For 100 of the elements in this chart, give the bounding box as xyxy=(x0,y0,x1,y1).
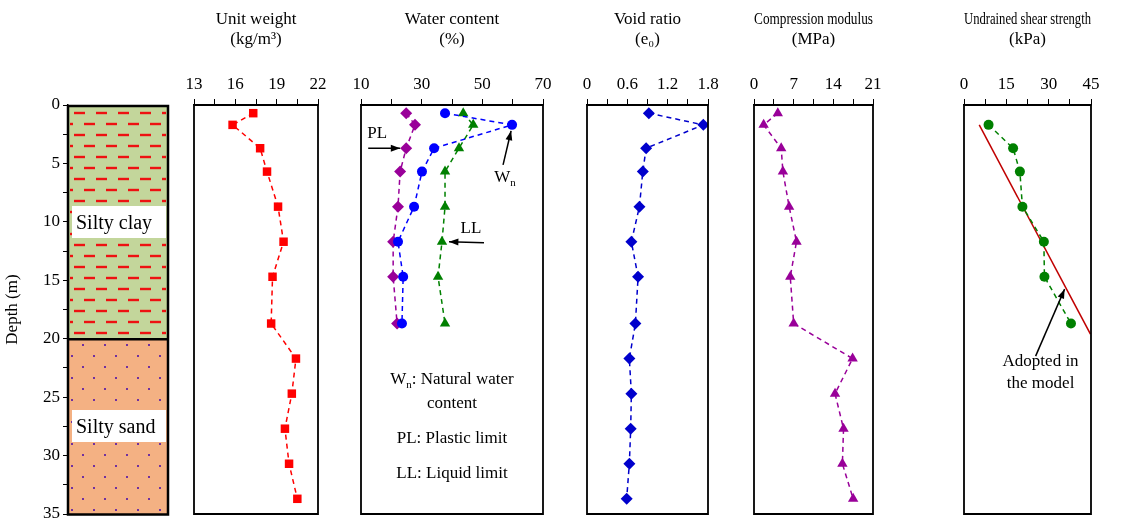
point xyxy=(398,271,409,282)
y-tick-label: 20 xyxy=(43,328,60,348)
point xyxy=(273,202,283,211)
x-tick-label: 16 xyxy=(226,74,244,94)
y-tick-label: 0 xyxy=(51,94,60,114)
x-axis-title: Compression modulus (MPa) xyxy=(754,8,874,48)
point xyxy=(776,142,787,152)
x-tick-label: 30 xyxy=(1040,74,1058,94)
point xyxy=(1017,201,1028,212)
point xyxy=(439,200,451,210)
point xyxy=(697,118,708,131)
annotation: PL: Plastic limit xyxy=(396,428,508,448)
x-tick-label: 15 xyxy=(997,74,1015,94)
point xyxy=(642,107,655,120)
point xyxy=(507,119,518,130)
series-label: Silty sand xyxy=(72,410,166,443)
x-tick-label: 50 xyxy=(473,74,491,94)
point xyxy=(468,118,479,128)
point xyxy=(633,200,646,213)
x-tick-label: 21 xyxy=(864,74,882,94)
point xyxy=(1039,271,1050,282)
x-axis-title: Unit weight (kg/m³) xyxy=(215,9,297,48)
x-tick-label: 30 xyxy=(413,74,431,94)
x-tick-label: 1.8 xyxy=(697,74,719,94)
y-tick-label: 10 xyxy=(43,211,60,231)
point xyxy=(400,142,413,155)
point xyxy=(783,200,795,210)
annotation: LL xyxy=(460,218,482,238)
x-tick-label: 19 xyxy=(268,74,286,94)
point xyxy=(429,143,440,154)
point xyxy=(262,167,272,176)
annotation: LL: Liquid limit xyxy=(396,463,508,483)
annotation: PL xyxy=(367,122,388,142)
y-axis-title: Depth (m) xyxy=(1,274,21,345)
point xyxy=(393,236,404,247)
point xyxy=(838,422,849,432)
x-tick-label: 0 xyxy=(749,74,759,94)
point xyxy=(829,387,841,397)
point xyxy=(416,166,427,177)
point xyxy=(394,165,407,178)
point xyxy=(847,352,858,362)
point xyxy=(629,317,642,330)
point xyxy=(632,270,645,283)
x-tick-label: 0 xyxy=(959,74,969,94)
point xyxy=(640,142,653,155)
point xyxy=(432,270,444,280)
point xyxy=(387,270,400,283)
point xyxy=(293,494,302,504)
point xyxy=(228,120,237,130)
x-tick-label: 0.6 xyxy=(616,74,638,94)
series-label: Silty clay xyxy=(72,206,166,239)
point xyxy=(400,107,413,120)
y-tick-label: 35 xyxy=(43,503,60,522)
point xyxy=(777,165,789,175)
x-tick-label: 14 xyxy=(824,74,843,94)
y-tick-label: 25 xyxy=(43,386,60,406)
point xyxy=(439,165,451,175)
point xyxy=(436,235,448,245)
point xyxy=(291,354,301,363)
point xyxy=(439,317,451,327)
x-tick-label: 45 xyxy=(1082,74,1100,94)
point xyxy=(983,119,994,130)
x-axis-title: Water content (%) xyxy=(404,9,500,48)
point xyxy=(772,107,783,117)
y-tick-label: 5 xyxy=(51,152,60,172)
point xyxy=(758,118,769,128)
point xyxy=(623,352,636,365)
point xyxy=(1065,318,1076,329)
x-tick-label: 1.2 xyxy=(657,74,679,94)
point xyxy=(620,492,633,505)
point xyxy=(791,235,802,245)
x-tick-label: 13 xyxy=(185,74,203,94)
point xyxy=(279,237,288,246)
point xyxy=(636,165,649,178)
point xyxy=(408,118,421,131)
point xyxy=(788,317,799,327)
x-axis-title: Void ratio (e₀) xyxy=(613,9,682,48)
y-tick-label: 30 xyxy=(43,445,60,465)
y-tick-label: 15 xyxy=(43,269,60,289)
x-tick-label: 10 xyxy=(352,74,370,94)
point xyxy=(280,424,290,433)
point xyxy=(409,201,420,212)
point xyxy=(396,318,407,329)
point xyxy=(837,457,848,467)
point xyxy=(623,457,636,470)
point xyxy=(625,235,638,248)
point xyxy=(1038,236,1049,247)
point xyxy=(625,387,638,400)
point xyxy=(458,107,469,117)
point xyxy=(1008,143,1019,154)
point xyxy=(453,142,465,152)
point xyxy=(266,319,276,328)
x-tick-label: 0 xyxy=(582,74,592,94)
annotation: Adopted in the model xyxy=(1002,350,1080,392)
point xyxy=(847,492,859,502)
x-tick-label: 22 xyxy=(309,74,327,94)
point xyxy=(440,108,451,119)
x-axis-title: Undrained shear strength (kPa) xyxy=(964,9,1092,48)
point xyxy=(287,389,297,398)
point xyxy=(392,200,405,213)
